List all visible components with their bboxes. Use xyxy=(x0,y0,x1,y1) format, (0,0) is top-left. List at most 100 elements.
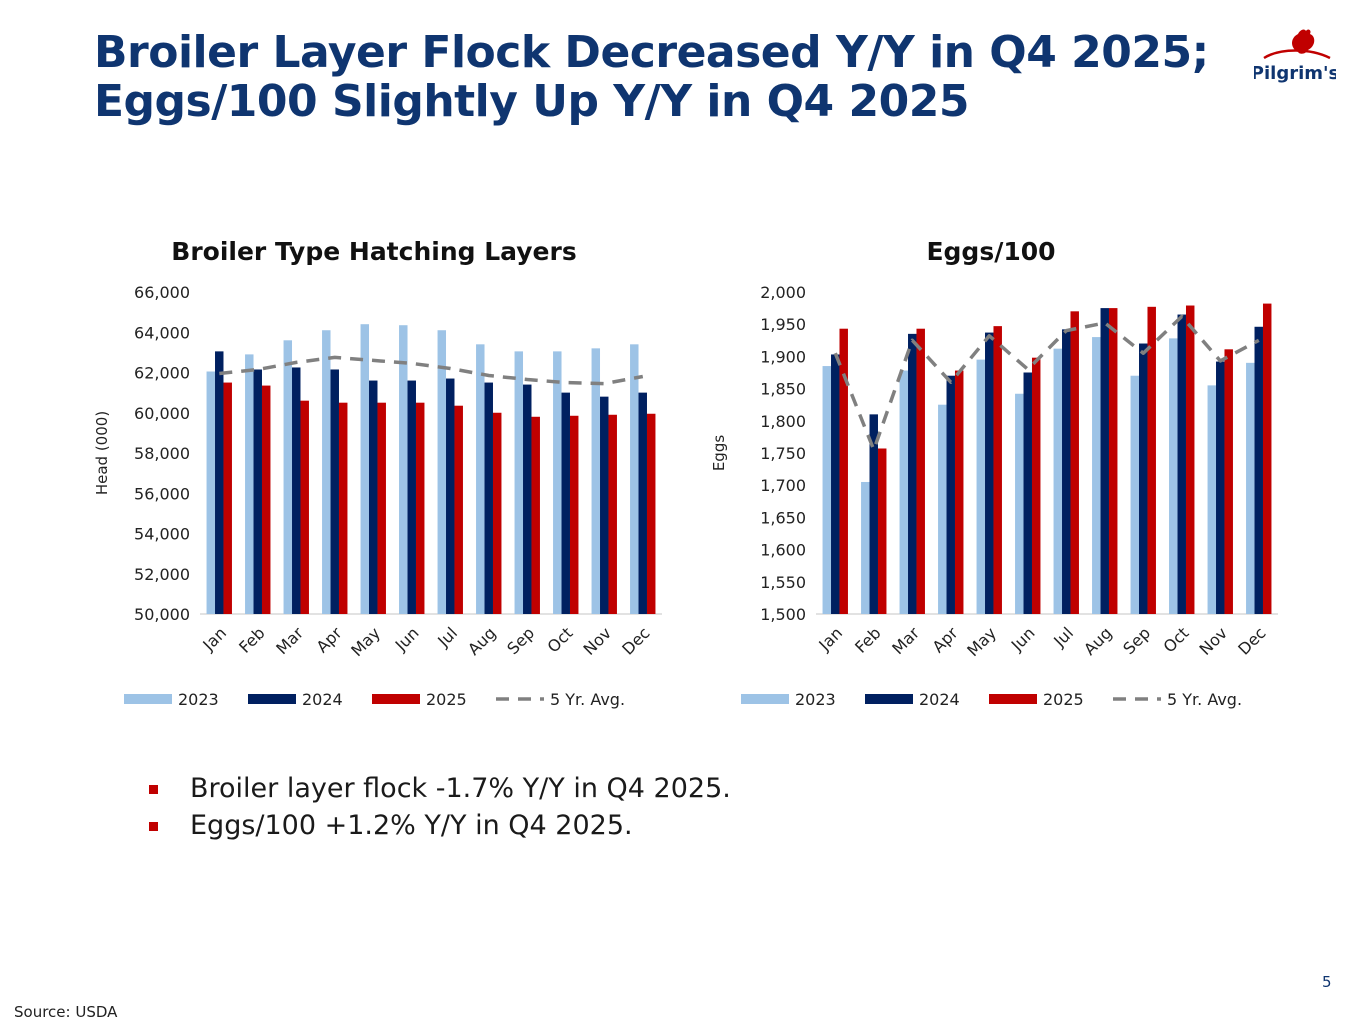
bar-2024-nov xyxy=(1216,361,1225,614)
bar-2024-apr xyxy=(330,369,339,614)
legend-swatch-2024 xyxy=(865,694,913,704)
bar-2023-sep xyxy=(1130,375,1140,614)
bar-2023-oct xyxy=(553,351,562,614)
y-tick-label: 58,000 xyxy=(134,444,190,463)
chart-eggs-per-100: Eggs/100 Eggs 1,500 1,550 1,600 1,650 1,700 1,7… xyxy=(710,237,1278,709)
y-tick-label: 2,000 xyxy=(760,283,806,302)
bar-2025-nov xyxy=(1224,349,1233,614)
x-tick-label: May xyxy=(963,623,1000,660)
bar-2025-jun xyxy=(1031,357,1041,614)
bar-2024-feb xyxy=(253,369,262,614)
y-tick-label: 62,000 xyxy=(134,364,190,383)
y-tick-label: 50,000 xyxy=(134,605,190,624)
y-tick-label: 1,700 xyxy=(760,476,806,495)
bar-2024-oct xyxy=(1177,314,1186,614)
bar-2025-may xyxy=(377,402,386,614)
y-tick-label: 66,000 xyxy=(134,283,190,302)
bar-2023-dec xyxy=(1246,362,1255,614)
legend-swatch-2024 xyxy=(248,694,296,704)
x-tick-label: Mar xyxy=(888,623,923,658)
bar-2023-jun xyxy=(399,325,408,614)
legend-swatch-2025 xyxy=(372,694,420,704)
bar-2023-apr xyxy=(322,330,331,614)
bar-2023-oct xyxy=(1169,338,1178,614)
y-tick-label: 1,650 xyxy=(760,508,806,527)
legend-label: 2023 xyxy=(178,690,219,709)
x-tick-label: Feb xyxy=(235,623,268,656)
bar-2023-nov xyxy=(591,348,601,614)
y-tick-label: 56,000 xyxy=(134,484,190,503)
bar-2023-mar xyxy=(899,370,909,614)
legend-label: 2024 xyxy=(302,690,343,709)
bar-2025-jan xyxy=(839,328,848,614)
bar-2024-aug xyxy=(484,382,493,614)
bullet-square-icon xyxy=(149,785,158,794)
x-tick-label: Jun xyxy=(391,623,423,655)
x-tick-label: Mar xyxy=(272,623,307,658)
bar-2025-sep xyxy=(531,416,540,614)
legend-label: 2023 xyxy=(795,690,836,709)
x-tick-label: Dec xyxy=(618,623,653,658)
bar-2023-apr xyxy=(938,404,947,614)
rooster-icon xyxy=(1292,29,1315,54)
bar-2024-dec xyxy=(638,392,647,614)
y-tick-label: 60,000 xyxy=(134,404,190,423)
bullet-item: Broiler layer flock -1.7% Y/Y in Q4 2025… xyxy=(146,770,731,807)
y-tick-label: 1,750 xyxy=(760,444,806,463)
bullet-item: Eggs/100 +1.2% Y/Y in Q4 2025. xyxy=(146,807,731,844)
bar-2023-jul xyxy=(1053,348,1063,614)
bar-2025-jul xyxy=(454,405,463,614)
y-tick-label: 1,850 xyxy=(760,380,806,399)
bar-2025-feb xyxy=(877,448,887,614)
x-tick-label: Oct xyxy=(544,623,577,656)
bar-2024-jul xyxy=(1062,329,1071,614)
x-tick-label: Apr xyxy=(313,623,346,656)
x-tick-label: Oct xyxy=(1160,623,1193,656)
bar-2023-jan xyxy=(822,366,832,614)
y-axis-label: Head (000) xyxy=(93,411,111,495)
y-tick-label: 52,000 xyxy=(134,565,190,584)
x-tick-label: Jul xyxy=(1049,623,1077,651)
legend-swatch-2023 xyxy=(741,694,789,704)
bar-2024-aug xyxy=(1100,308,1109,614)
bar-2023-jun xyxy=(1015,393,1024,614)
x-tick-label: Nov xyxy=(580,623,616,659)
avg-line-5yr xyxy=(833,314,1260,452)
bar-2025-aug xyxy=(1108,308,1118,614)
logo-swoosh xyxy=(1263,49,1331,60)
bar-2024-sep xyxy=(1139,343,1148,614)
bullet-list: Broiler layer flock -1.7% Y/Y in Q4 2025… xyxy=(146,770,731,844)
bar-2023-jan xyxy=(206,371,216,614)
bar-2023-nov xyxy=(1207,385,1217,614)
x-tick-label: Apr xyxy=(929,623,962,656)
x-tick-label: Jun xyxy=(1007,623,1039,655)
legend-swatch-2023 xyxy=(124,694,172,704)
bar-2024-mar xyxy=(908,333,917,614)
legend-label: 2024 xyxy=(919,690,960,709)
bar-2023-dec xyxy=(630,344,639,614)
chart-title: Eggs/100 xyxy=(926,237,1055,266)
y-tick-label: 1,500 xyxy=(760,605,806,624)
bar-2024-jun xyxy=(407,380,416,614)
bar-2025-dec xyxy=(646,413,656,614)
pilgrims-logo: Pilgrim's xyxy=(1254,29,1336,84)
bar-2023-mar xyxy=(283,340,293,614)
bar-2025-aug xyxy=(492,412,502,614)
bar-2025-may xyxy=(993,326,1002,614)
x-tick-label: Aug xyxy=(464,623,500,659)
bar-2024-may xyxy=(369,380,378,614)
bar-2024-sep xyxy=(523,384,532,614)
bar-2023-may xyxy=(976,359,986,614)
bar-2024-jul xyxy=(446,378,455,614)
page-number: 5 xyxy=(1322,973,1332,991)
bar-2025-feb xyxy=(261,385,271,614)
bar-2024-may xyxy=(985,332,994,614)
bar-2025-apr xyxy=(338,402,348,614)
bar-2025-dec xyxy=(1262,303,1272,614)
title-line-2: Eggs/100 Slightly Up Y/Y in Q4 2025 xyxy=(94,76,969,127)
bar-2023-aug xyxy=(1092,337,1101,614)
bar-2025-jan xyxy=(223,382,232,614)
bar-2025-oct xyxy=(1185,305,1195,614)
bar-2024-apr xyxy=(946,375,955,614)
bar-2025-mar xyxy=(300,400,309,614)
